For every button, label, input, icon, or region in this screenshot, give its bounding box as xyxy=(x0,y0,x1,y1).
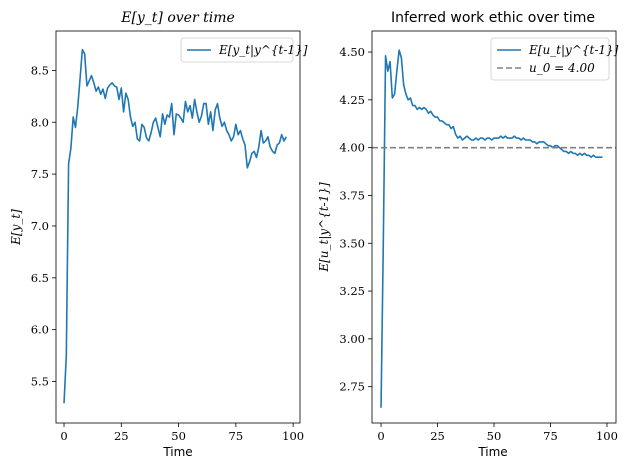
y-tick-label: 7.0 xyxy=(31,219,49,233)
x-tick-label: 100 xyxy=(596,429,618,443)
right-plot: Inferred work ethic over time Time E[u_t… xyxy=(317,10,619,459)
right-series-group xyxy=(372,49,616,408)
x-tick-label: 100 xyxy=(282,429,304,443)
left-y-axis-label: E[y_t] xyxy=(9,209,23,246)
y-tick-label: 8.0 xyxy=(31,115,49,129)
series-line xyxy=(380,49,603,408)
legend-box xyxy=(180,37,294,63)
x-tick-label: 75 xyxy=(229,429,244,443)
legend-label: u_0 = 4.00 xyxy=(529,61,595,75)
y-tick-label: 3.50 xyxy=(339,236,365,250)
left-ticks: 0 25 50 75 100 5.5 6.0 6.5 7.0 7.5 8.0 8.5 xyxy=(31,63,304,443)
right-plot-frame xyxy=(371,30,617,424)
x-tick-label: 50 xyxy=(487,429,502,443)
y-tick-label: 6.0 xyxy=(31,323,49,337)
y-tick-label: 4.50 xyxy=(339,45,365,59)
y-tick-label: 5.5 xyxy=(31,375,49,389)
right-ticks: 0 25 50 75 100 2.75 3.00 3.25 3.50 3.75 4.00 4.25 4.… xyxy=(339,45,618,443)
right-y-axis-label: E[u_t|y^{t-1}] xyxy=(317,182,331,273)
y-tick-label: 4.00 xyxy=(339,141,365,155)
right-x-axis-label: Time xyxy=(477,445,507,459)
left-legend: E[y_t|y^{t-1}] xyxy=(180,37,308,63)
left-series-group xyxy=(63,48,287,404)
y-tick-label: 3.00 xyxy=(339,332,365,346)
legend-box xyxy=(490,37,610,81)
y-tick-label: 2.75 xyxy=(339,380,365,394)
y-tick-label: 4.25 xyxy=(339,93,365,107)
legend-label: E[y_t|y^{t-1}] xyxy=(218,43,308,57)
legend-label: E[u_t|y^{t-1}] xyxy=(528,43,619,57)
series-line xyxy=(63,48,287,404)
x-tick-label: 25 xyxy=(114,429,129,443)
left-plot-title: E[y_t] over time xyxy=(120,10,235,26)
y-tick-label: 7.5 xyxy=(31,167,49,181)
right-plot-title: Inferred work ethic over time xyxy=(391,10,595,26)
y-tick-label: 6.5 xyxy=(31,271,49,285)
y-tick-label: 3.75 xyxy=(339,188,365,202)
left-plot: E[y_t] over time Time E[y_t] 0 25 50 75 100 5… xyxy=(9,10,308,459)
x-tick-label: 25 xyxy=(430,429,445,443)
x-tick-label: 50 xyxy=(171,429,186,443)
x-tick-label: 0 xyxy=(377,429,384,443)
y-tick-label: 8.5 xyxy=(31,63,49,77)
y-tick-label: 3.25 xyxy=(339,284,365,298)
x-tick-label: 0 xyxy=(60,429,67,443)
left-plot-frame xyxy=(55,30,301,424)
right-legend: E[u_t|y^{t-1}] u_0 = 4.00 xyxy=(490,37,619,81)
left-x-axis-label: Time xyxy=(162,445,192,459)
x-tick-label: 75 xyxy=(543,429,558,443)
